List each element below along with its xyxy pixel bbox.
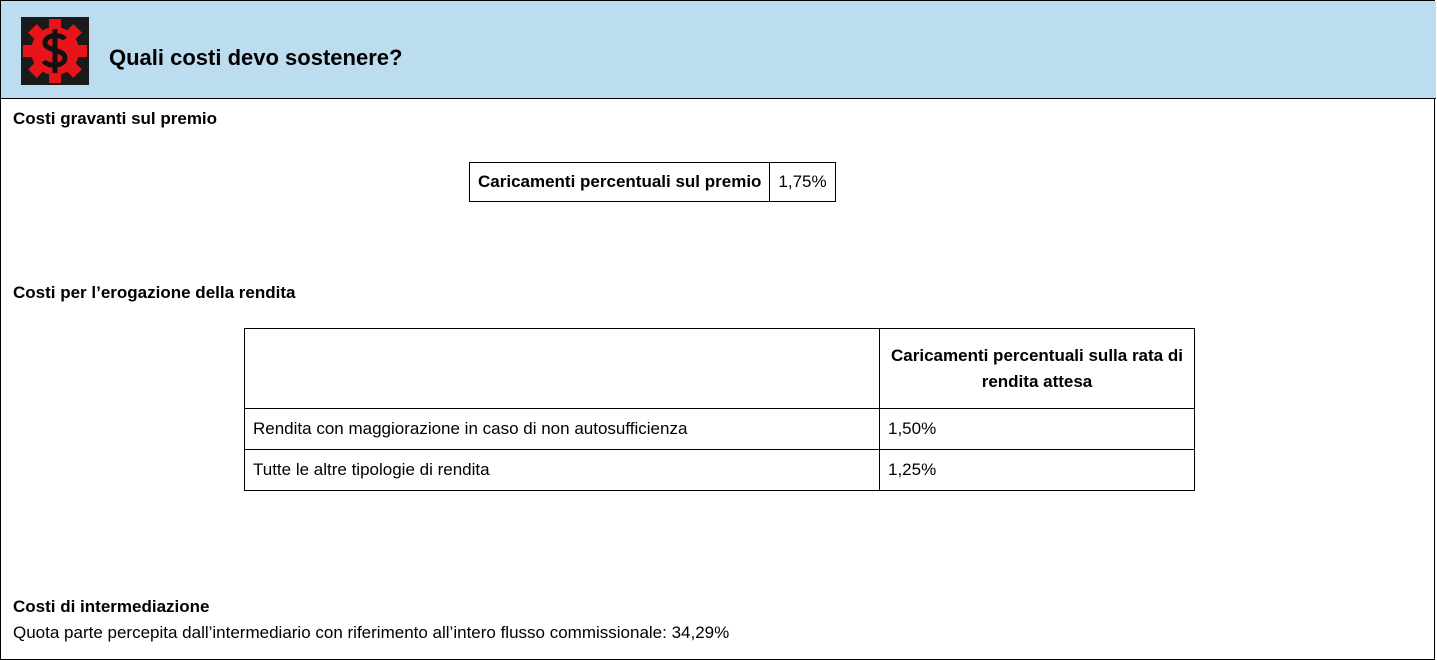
header-cell: Caricamenti percentuali sulla rata di re… (879, 328, 1195, 409)
cell-value: 1,50% (879, 408, 1195, 450)
cell-label: Rendita con maggiorazione in caso di non… (244, 408, 880, 450)
header-title: Quali costi devo sostenere? (109, 45, 403, 70)
premium-cost-table: Caricamenti percentuali sul premio 1,75% (468, 162, 836, 202)
header-cell (244, 328, 880, 409)
annuity-cost-table: Caricamenti percentuali sulla rata di re… (244, 328, 1195, 491)
cell-value: 1,25% (879, 449, 1195, 491)
section-title: Costi di intermediazione (13, 597, 210, 616)
header: Quali costi devo sostenere? (1, 1, 1436, 99)
cell-label: Caricamenti percentuali sul premio (468, 162, 771, 202)
cost-icon (21, 17, 89, 85)
cell-label: Tutte le altre tipologie di rendita (244, 449, 880, 491)
cell-value: 1,75% (769, 162, 836, 202)
section-text: Quota parte percepita dall’intermediario… (13, 623, 730, 642)
section-title: Costi per l’erogazione della rendita (13, 283, 296, 302)
section-title: Costi gravanti sul premio (13, 109, 218, 128)
